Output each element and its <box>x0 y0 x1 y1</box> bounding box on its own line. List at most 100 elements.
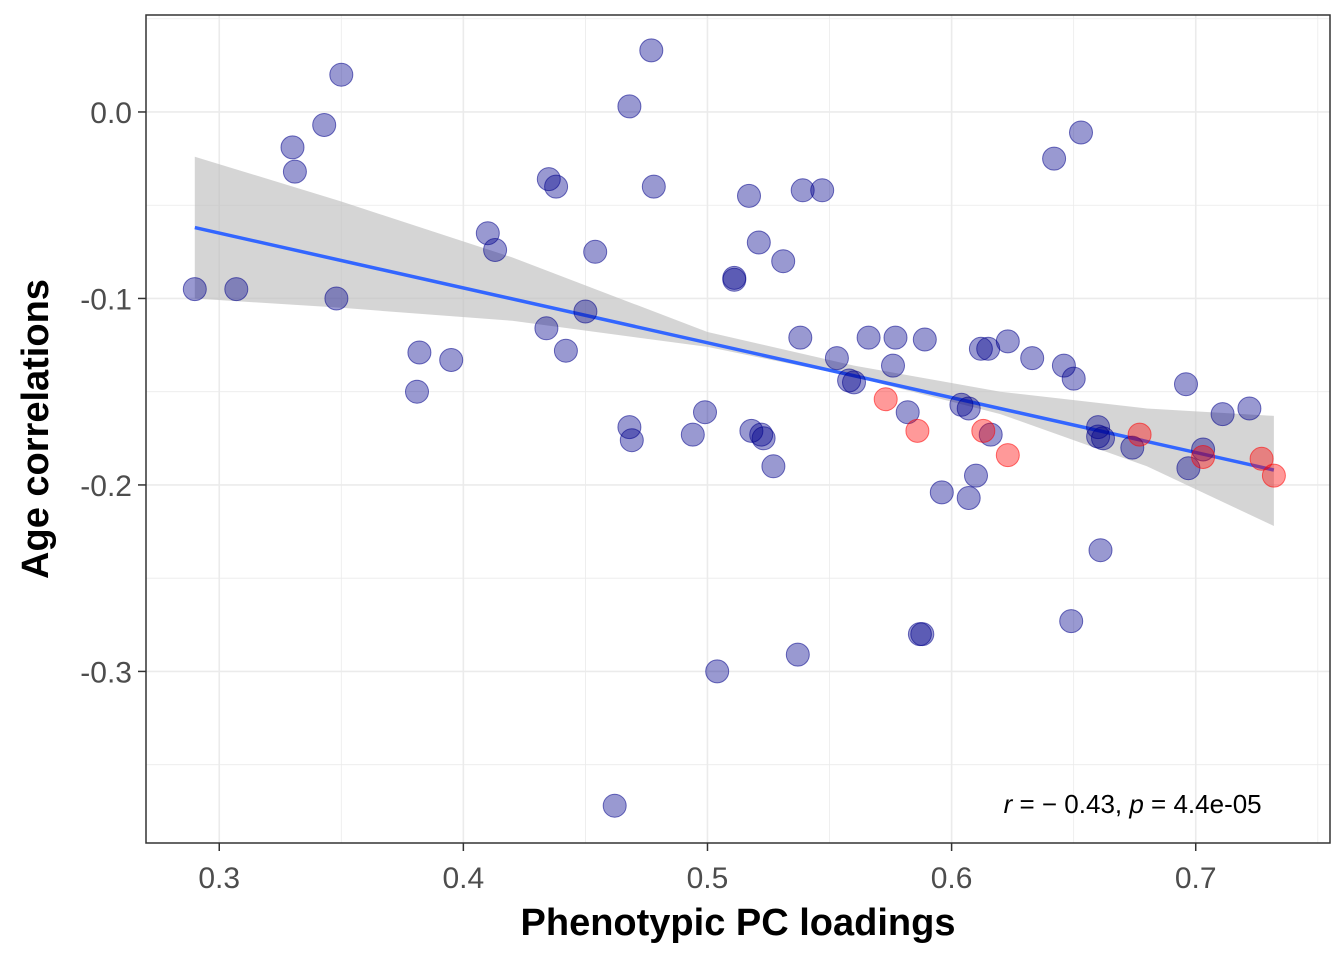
red-point <box>995 443 1020 468</box>
blue-point <box>1069 120 1093 145</box>
blue-point <box>483 238 508 262</box>
blue-point <box>312 113 337 137</box>
blue-point <box>910 622 935 647</box>
blue-point <box>602 793 627 818</box>
x-tick-label: 0.6 <box>931 862 973 895</box>
blue-point <box>224 277 249 302</box>
confidence-band <box>194 156 1274 526</box>
blue-point <box>788 325 813 350</box>
blue-point <box>751 426 776 451</box>
blue-point <box>693 400 717 425</box>
blue-point <box>842 370 866 395</box>
blue-point <box>1042 146 1067 171</box>
blue-point <box>641 174 666 199</box>
minor-gridlines <box>146 15 1330 843</box>
blue-point <box>280 135 305 160</box>
p-symbol: p <box>1128 789 1143 819</box>
blue-point <box>722 267 747 292</box>
blue-point <box>761 454 786 479</box>
blue-point <box>1020 346 1045 371</box>
y-tick-label: -0.1 <box>80 283 132 316</box>
blue-point <box>956 396 981 421</box>
blue-point <box>995 329 1020 354</box>
x-tick-label: 0.7 <box>1175 862 1217 895</box>
blue-point <box>1210 402 1235 427</box>
blue-point <box>881 353 905 378</box>
blue-point <box>771 249 796 274</box>
blue-point <box>553 338 578 363</box>
blue-point <box>1120 435 1145 460</box>
blue-point <box>739 418 764 443</box>
x-tick-label: 0.4 <box>443 862 485 895</box>
blue-point <box>785 642 810 667</box>
blue-point <box>534 316 559 341</box>
y-axis-title: Age correlations <box>15 279 57 579</box>
red-point <box>1249 446 1274 471</box>
y-tick-label: -0.2 <box>80 470 132 503</box>
blue-point <box>790 178 815 203</box>
data-points <box>182 38 1286 818</box>
blue-point <box>1237 396 1262 421</box>
blue-point <box>544 174 569 199</box>
blue-point <box>619 428 644 453</box>
red-point <box>1127 422 1152 447</box>
blue-point <box>978 422 1003 447</box>
blue-point <box>956 486 981 510</box>
blue-point <box>1051 353 1076 378</box>
r-value: = − 0.43, <box>1012 789 1129 819</box>
blue-point <box>407 340 432 365</box>
blue-point <box>964 463 988 488</box>
blue-point <box>895 400 920 425</box>
blue-point <box>573 299 598 324</box>
blue-point <box>1191 437 1216 462</box>
blue-point <box>405 379 429 404</box>
blue-point <box>282 159 307 184</box>
red-point <box>971 418 996 443</box>
fit-line <box>194 225 1275 472</box>
blue-point <box>749 422 774 447</box>
y-tick-label: 0.0 <box>90 97 132 130</box>
blue-point <box>1059 609 1084 634</box>
blue-point <box>182 277 207 302</box>
blue-point <box>583 239 608 264</box>
correlation-annotation: r = − 0.43, p = 4.4e-05 <box>1004 789 1262 819</box>
blue-point <box>912 327 937 352</box>
blue-point <box>810 178 835 203</box>
blue-point <box>705 659 730 684</box>
blue-point <box>680 422 705 447</box>
blue-point <box>824 346 849 371</box>
blue-point <box>1174 372 1198 397</box>
red-point <box>873 387 898 412</box>
x-tick-label: 0.3 <box>198 862 240 895</box>
blue-point <box>639 38 664 63</box>
blue-point <box>949 392 974 417</box>
x-tick-label: 0.5 <box>687 862 729 895</box>
r-symbol: r <box>1004 789 1014 819</box>
panel-border <box>145 14 1331 844</box>
blue-point <box>883 325 908 350</box>
y-tick-label: -0.3 <box>80 656 132 689</box>
x-axis-ticks: 0.3 0.4 0.5 0.6 0.7 <box>198 843 1217 895</box>
blue-point <box>617 94 642 119</box>
x-axis-title: Phenotypic PC loadings <box>521 902 956 944</box>
blue-point <box>856 325 881 350</box>
red-point <box>905 418 930 443</box>
blue-point <box>536 167 561 192</box>
blue-point <box>1061 366 1086 391</box>
blue-point <box>737 183 761 208</box>
blue-point <box>617 415 642 440</box>
blue-point <box>439 348 464 372</box>
blue-point <box>746 230 771 255</box>
y-axis-ticks: 0.0 -0.1 -0.2 -0.3 <box>80 97 146 689</box>
blue-point <box>1088 538 1113 563</box>
blue-point <box>968 336 993 361</box>
blue-point <box>976 336 1001 361</box>
red-point <box>1191 445 1216 469</box>
blue-point <box>929 480 954 505</box>
p-value: = 4.4e-05 <box>1144 789 1262 819</box>
blue-point <box>329 62 354 87</box>
blue-point <box>1091 426 1115 451</box>
blue-point <box>324 286 349 311</box>
red-point <box>1261 463 1286 488</box>
